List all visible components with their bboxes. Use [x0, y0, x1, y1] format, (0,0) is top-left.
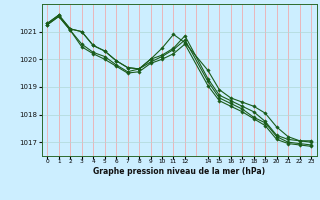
- X-axis label: Graphe pression niveau de la mer (hPa): Graphe pression niveau de la mer (hPa): [93, 167, 265, 176]
